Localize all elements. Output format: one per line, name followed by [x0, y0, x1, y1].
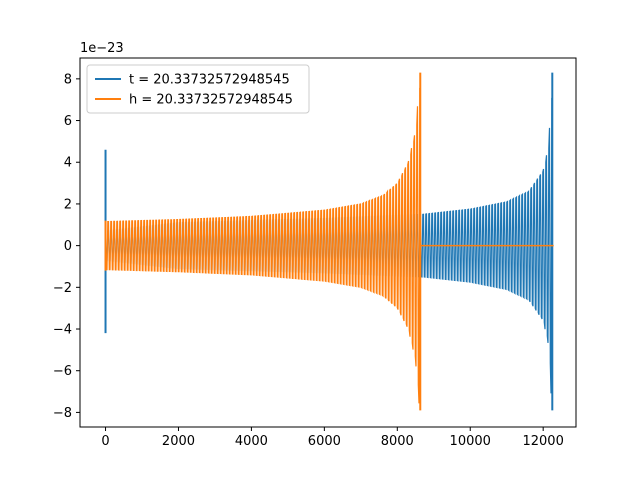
y-tick-label: 0 — [64, 239, 72, 254]
x-tick-label: 0 — [101, 434, 109, 449]
y-tick-label: 6 — [64, 114, 72, 129]
x-tick-label: 2000 — [162, 434, 195, 449]
axes-frame — [79, 57, 577, 428]
y-tick-label: −6 — [53, 364, 72, 379]
legend-label: h = 20.33732572948545 — [129, 93, 293, 108]
x-axis: 0 2000 4000 6000 8000 10000 12000 — [101, 427, 564, 449]
legend-label: t = 20.33732572948545 — [129, 73, 290, 88]
series-h — [104, 72, 554, 411]
legend: t = 20.33732572948545 h = 20.337325729485… — [86, 64, 310, 114]
x-tick-label: 12000 — [522, 434, 563, 449]
y-tick-label: −8 — [53, 406, 72, 421]
series-layer — [104, 72, 554, 411]
x-tick-label: 6000 — [308, 434, 341, 449]
y-tick-label: −2 — [53, 281, 72, 296]
series-line — [104, 87, 421, 404]
y-axis: −8 −6 −4 −2 0 2 4 6 8 — [53, 72, 80, 421]
legend-box — [86, 64, 310, 114]
y-tick-label: 2 — [64, 197, 72, 212]
y-tick-label: 4 — [64, 156, 72, 171]
x-tick-label: 10000 — [450, 434, 491, 449]
x-tick-label: 8000 — [381, 434, 414, 449]
y-tick-label: −4 — [53, 323, 72, 338]
x-tick-label: 4000 — [235, 434, 268, 449]
y-tick-label: 8 — [64, 72, 72, 87]
y-offset-label: 1e−23 — [80, 41, 124, 56]
